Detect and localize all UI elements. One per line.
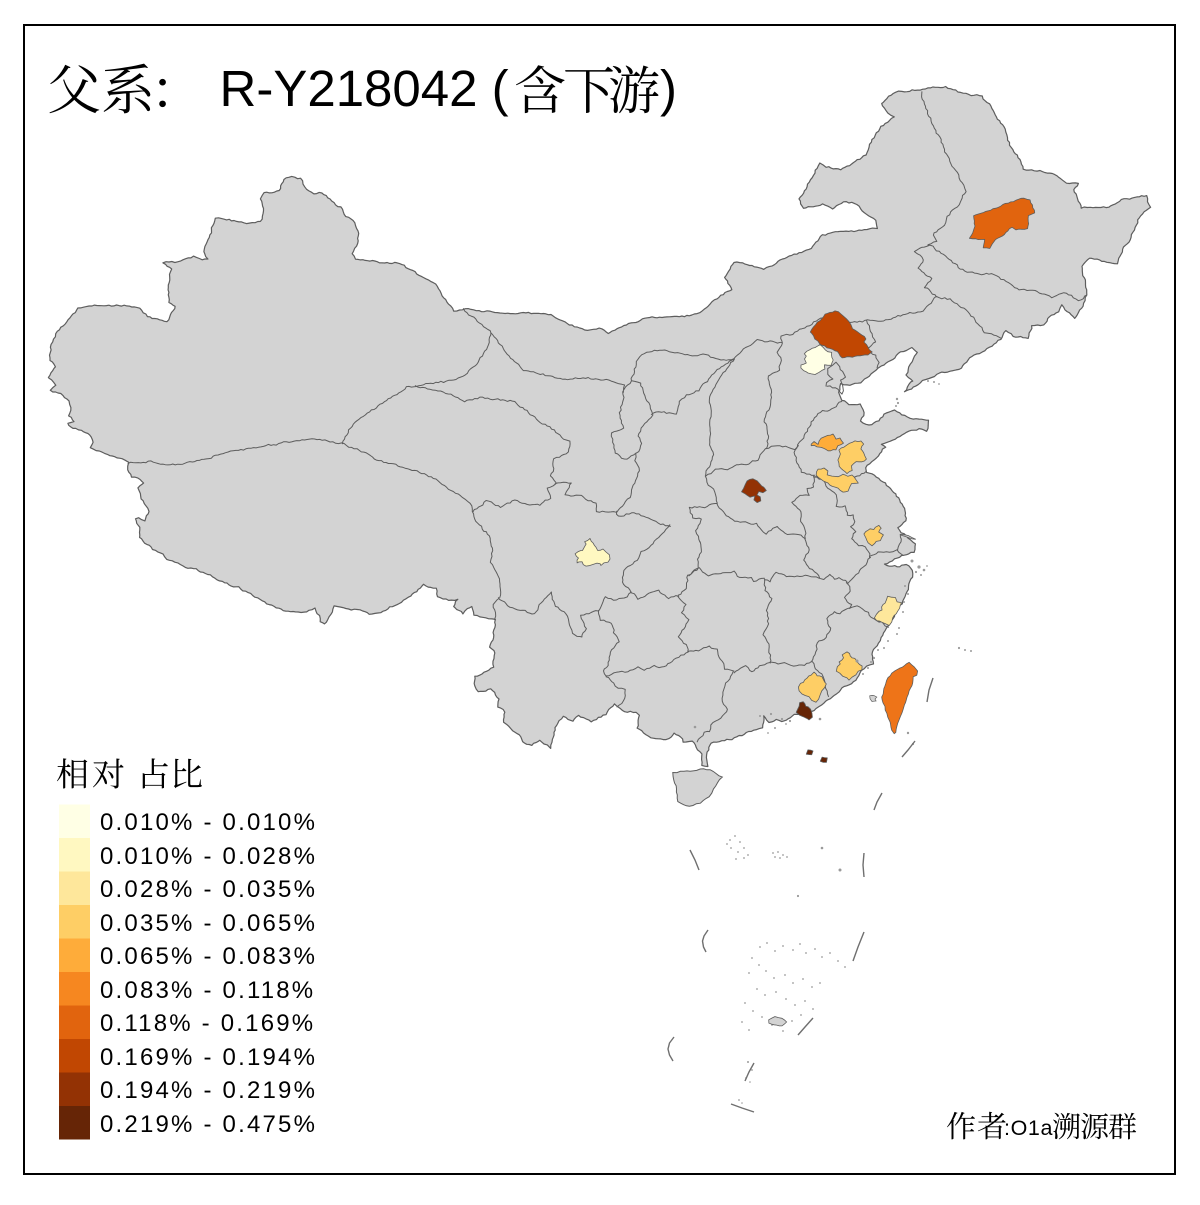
svg-text:0.194% - 0.219%: 0.194% - 0.219% bbox=[100, 1077, 317, 1104]
svg-text:0.028% - 0.035%: 0.028% - 0.035% bbox=[100, 876, 317, 903]
svg-text:R-Y218042 (: R-Y218042 ( bbox=[220, 60, 509, 117]
svg-text:0.169% - 0.194%: 0.169% - 0.194% bbox=[100, 1044, 317, 1071]
svg-text:0.083% - 0.118%: 0.083% - 0.118% bbox=[100, 977, 315, 1004]
svg-text:0.035% - 0.065%: 0.035% - 0.065% bbox=[100, 910, 317, 937]
svg-text::O1a: :O1a bbox=[1004, 1116, 1053, 1140]
svg-text:0.118% - 0.169%: 0.118% - 0.169% bbox=[100, 1010, 315, 1037]
svg-text:): ) bbox=[660, 60, 677, 117]
svg-text:0.010% - 0.010%: 0.010% - 0.010% bbox=[100, 809, 317, 836]
svg-text:0.010% - 0.028%: 0.010% - 0.028% bbox=[100, 843, 317, 870]
svg-text:0.065% - 0.083%: 0.065% - 0.083% bbox=[100, 943, 317, 970]
svg-text:0.219% - 0.475%: 0.219% - 0.475% bbox=[100, 1111, 317, 1138]
